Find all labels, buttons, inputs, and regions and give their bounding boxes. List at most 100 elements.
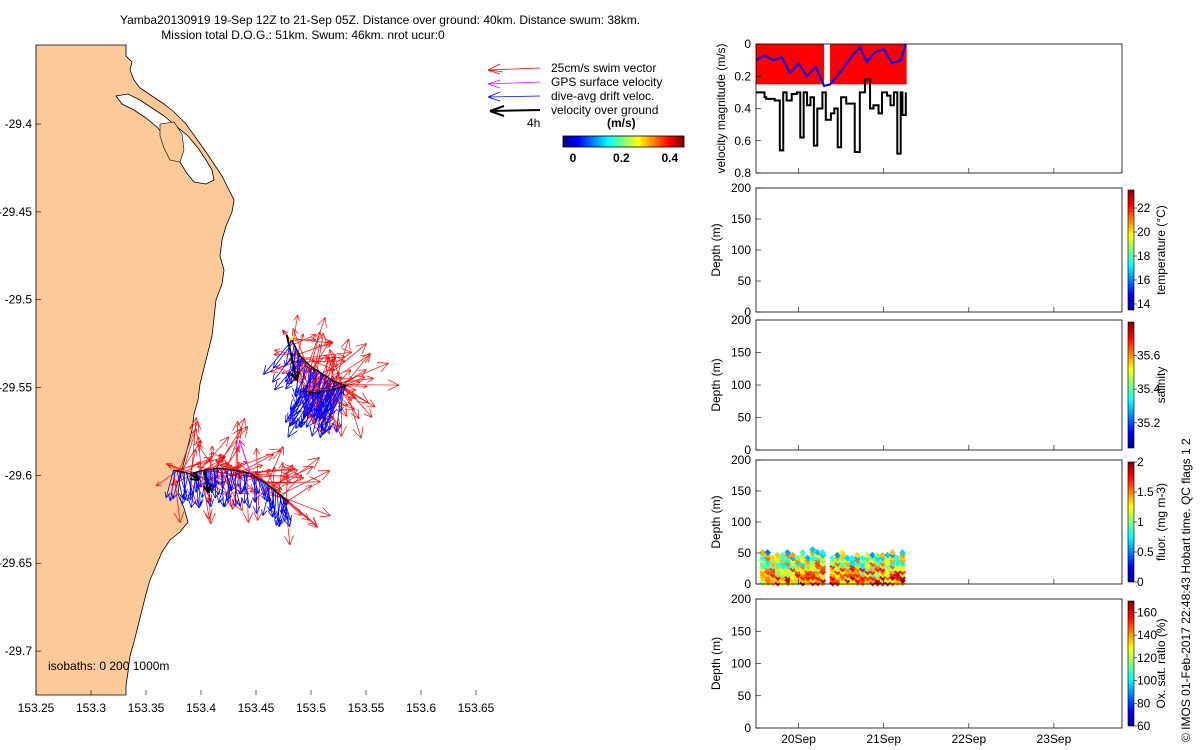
swim-vector-head-b (257, 512, 263, 521)
fluor-cell (844, 554, 851, 562)
drift-vector-head-a (252, 497, 256, 503)
drift-vector (332, 386, 343, 433)
drift-vector-shaft (209, 469, 212, 487)
drift-vector-head-a (187, 494, 191, 501)
panel-y-tick-label: 200 (731, 453, 751, 467)
drift-vector (188, 473, 194, 497)
swim-vector-head-b (218, 454, 221, 458)
swim-vector-head-a (272, 449, 282, 460)
drift-vector-head-a (269, 505, 272, 510)
fluor-cell (864, 551, 871, 559)
drift-vector-head-a (285, 521, 291, 527)
map-y-tick-label: -29.4 (5, 117, 33, 131)
swim-vector (313, 339, 331, 369)
drift-vector-head-a (274, 380, 278, 391)
swim-vector-shaft (340, 387, 376, 407)
drift-vector-head-a (167, 494, 171, 501)
drift-vector-head-a (332, 422, 337, 433)
swim-vector-head-b (232, 474, 238, 478)
drift-vector-head-a (298, 419, 302, 428)
swim-vector-head-b (307, 457, 320, 461)
swim-vector-head-a (306, 466, 314, 475)
panel-colorbar-tick-label: 35.2 (1137, 416, 1161, 430)
drift-vector-head-b (187, 494, 190, 501)
swim-vector-head-b (193, 440, 202, 446)
swim-vector-head-b (219, 453, 222, 459)
swim-vector (197, 443, 215, 469)
panel-colorbar-tick-label: 100 (1137, 674, 1157, 688)
swim-vector (297, 333, 305, 353)
drift-vector-head-a (294, 388, 297, 397)
swim-vector-head-b (237, 462, 240, 467)
swim-vector (232, 420, 243, 471)
swim-vector-head-a (266, 471, 272, 475)
drift-vector-head-b (287, 414, 294, 420)
panel-colorbar-tick-label: 20 (1137, 225, 1151, 239)
drift-vector-shaft (282, 496, 292, 521)
panel-y-tick-label: 100 (731, 515, 751, 529)
drift-vector-head-b (323, 414, 331, 422)
drift-vector-head-b (284, 517, 288, 522)
time-panels: 0 0.2 0.4 0.6 0.8 velocity magnitude (m/s) 0 50… (709, 37, 1168, 746)
map-x-tick-label: 153.35 (128, 701, 165, 715)
drift-vector-head-b (335, 423, 343, 433)
drift-vector-shaft (224, 469, 233, 507)
swim-vector-head-b (317, 317, 326, 326)
drift-vector-head-a (212, 492, 216, 499)
swim-vector-shaft (280, 470, 331, 496)
fluor-cell (764, 549, 772, 556)
drift-vector-head-a (266, 506, 271, 512)
swim-vector-shaft (285, 475, 289, 500)
swim-vector (274, 348, 301, 357)
drift-vector (313, 392, 320, 422)
time-tick-label: 21Sep (866, 732, 901, 746)
drift-vector (216, 468, 220, 485)
swim-vector-head-a (340, 405, 349, 407)
drift-vector-shaft (176, 470, 183, 499)
drift-vector-head-a (225, 493, 230, 500)
drift-vector-head-b (273, 364, 280, 369)
swim-vector-head-a (292, 477, 305, 483)
swim-vector-head-b (366, 375, 374, 379)
drift-vector-shaft (320, 391, 323, 419)
drift-vector-shaft (278, 499, 287, 523)
swim-vector (271, 466, 277, 489)
drift-vector-head-a (188, 500, 192, 508)
drift-vector-head-b (210, 498, 214, 507)
swim-vector (199, 436, 230, 472)
fluor-cell (774, 551, 782, 559)
swim-vector-head-b (189, 417, 197, 429)
swim-vector-shaft (346, 385, 368, 387)
swim-vector-shaft (209, 446, 213, 470)
drift-vector-head-b (256, 506, 261, 514)
swim-vector-head-a (380, 362, 389, 373)
swim-vector-head-a (302, 400, 305, 405)
speed-colorbar-tick: 0.4 (661, 151, 678, 165)
panel-colorbar-tick-label: 22 (1137, 201, 1151, 215)
drift-vector-head-a (179, 497, 183, 505)
map-x-tick-label: 153.65 (458, 701, 495, 715)
speed-colorbar-title: (m/s) (607, 116, 636, 130)
swim-vector-head-b (253, 448, 257, 455)
swim-vector (343, 379, 400, 391)
legend-swim-swatch (487, 63, 541, 75)
swim-vector-head-b (210, 478, 218, 481)
drift-vector (272, 349, 298, 383)
drift-vector-head-a (164, 491, 167, 498)
panel-y-tick-label: 50 (738, 411, 752, 425)
swim-vector-head-a (313, 380, 315, 384)
swim-vector-head-b (301, 376, 305, 385)
swim-vector-head-b (305, 513, 310, 521)
drift-vector-shaft (331, 387, 341, 410)
drift-vector-head-b (304, 392, 310, 399)
drift-vector-shaft (300, 391, 321, 425)
drift-vector-head-b (195, 488, 200, 493)
drift-vector-head-b (290, 410, 297, 414)
swim-vector-head-b (278, 462, 284, 469)
drift-vector-shaft (284, 500, 288, 522)
drift-vector-head-a (264, 497, 268, 502)
drift-vector-shaft (195, 470, 202, 493)
swim-vector-head-a (350, 413, 360, 420)
drift-vector-head-a (312, 407, 316, 417)
swim-vector-head-b (376, 362, 389, 364)
